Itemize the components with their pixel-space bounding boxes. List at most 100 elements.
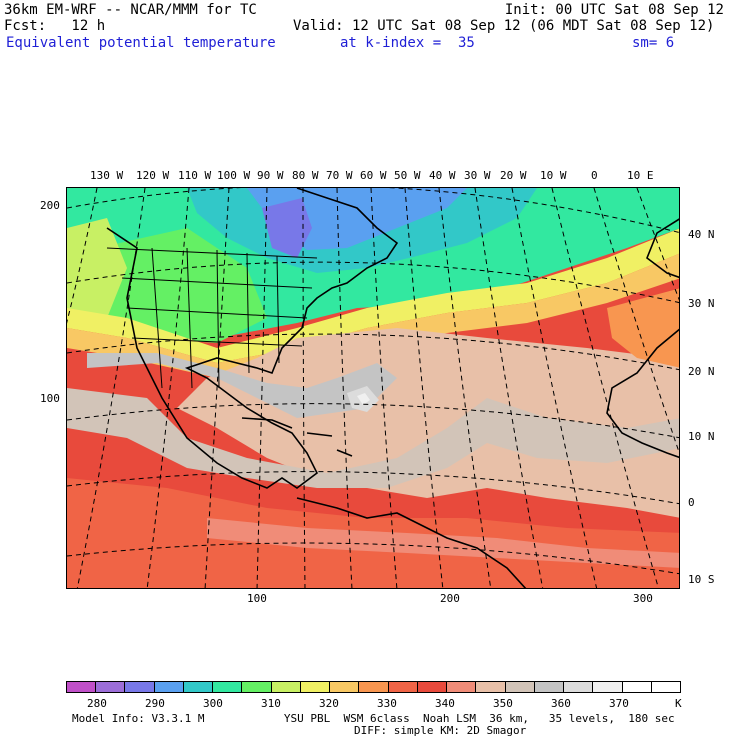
field-band-lightgreen	[97, 228, 267, 343]
colorbar-label: 300	[203, 697, 223, 710]
field-name: Equivalent potential temperature	[6, 35, 276, 51]
colorbar-label: 350	[493, 697, 513, 710]
colorbar-cell	[153, 681, 184, 693]
field-band-purple	[262, 198, 312, 258]
colorbar-label: 370	[609, 697, 629, 710]
colorbar	[66, 681, 681, 693]
lat-label: 40 N	[688, 228, 715, 241]
lon-label: 120 W	[136, 169, 170, 182]
lon-line	[204, 188, 230, 588]
smoothing-info: sm= 6	[632, 35, 675, 51]
colorbar-label: 290	[145, 697, 165, 710]
colorbar-cell	[475, 681, 506, 693]
south-america-coast	[296, 497, 527, 588]
colorbar-label: 280	[87, 697, 107, 710]
colorbar-cell	[621, 681, 652, 693]
lat-label: 20 N	[688, 365, 715, 378]
colorbar-cell	[66, 681, 97, 693]
colorbar-cell	[95, 681, 126, 693]
grid-label-left: 100	[40, 392, 60, 405]
colorbar-unit: K	[675, 697, 682, 710]
grid-label-bottom: 200	[440, 592, 460, 605]
coastlines	[106, 188, 679, 588]
lon-line	[474, 188, 544, 588]
lat-line	[67, 403, 679, 439]
colorbar-cell	[270, 681, 301, 693]
state-line	[276, 255, 280, 364]
state-line	[246, 252, 250, 374]
lat-line	[67, 261, 679, 304]
lon-line	[370, 188, 398, 588]
grid-label-bottom: 300	[633, 592, 653, 605]
state-line	[151, 247, 163, 389]
lon-label: 70 W	[326, 169, 353, 182]
lat-line	[67, 333, 679, 371]
lat-label: 30 N	[688, 297, 715, 310]
field-band-grey-2	[67, 388, 679, 488]
state-line	[186, 247, 193, 389]
lon-label: 110 W	[178, 169, 212, 182]
lon-line	[404, 188, 444, 588]
field-band-grey	[87, 353, 397, 418]
colorbar-cell	[182, 681, 214, 693]
state-line	[126, 307, 308, 319]
colorbar-cell	[592, 681, 623, 693]
africa-coast	[606, 328, 679, 459]
field-band-white	[357, 393, 370, 405]
lon-label: 10 E	[627, 169, 654, 182]
colorbar-cell	[650, 681, 681, 693]
lon-label: 20 W	[500, 169, 527, 182]
model-title: 36km EM-WRF -- NCAR/MMM for TC	[4, 2, 257, 18]
lon-line	[438, 188, 492, 588]
lat-label: 10 N	[688, 430, 715, 443]
field-band-orange-africa	[607, 288, 679, 368]
colorbar-cell	[241, 681, 272, 693]
colorbar-cell	[299, 681, 331, 693]
colorbar-label: 320	[319, 697, 339, 710]
lon-line	[511, 188, 598, 588]
lon-label: 60 W	[360, 169, 387, 182]
lat-line	[67, 471, 679, 505]
lon-label: 50 W	[394, 169, 421, 182]
colorbar-label: 360	[551, 697, 571, 710]
europe-coast	[646, 218, 679, 279]
state-line	[131, 337, 303, 347]
lon-line	[76, 188, 146, 588]
colorbar-label: 310	[261, 697, 281, 710]
colorbar-label: 340	[435, 697, 455, 710]
colorbar-cell	[533, 681, 565, 693]
state-line	[216, 249, 220, 389]
model-info: Model Info: V3.3.1 M YSU PBL WSM 6class …	[72, 712, 675, 725]
lon-label: 40 W	[429, 169, 456, 182]
grid-label-bottom: 100	[247, 592, 267, 605]
caribbean-islands	[241, 417, 353, 457]
lon-label: 90 W	[257, 169, 284, 182]
state-line	[106, 247, 318, 259]
init-time: Init: 00 UTC Sat 08 Sep 12	[504, 2, 724, 18]
grid-label-left: 200	[40, 199, 60, 212]
field-band-yellowgreen	[67, 218, 127, 318]
colorbar-cell	[358, 681, 389, 693]
lon-line	[336, 188, 353, 588]
colorbar-cell	[504, 681, 535, 693]
colorbar-cell	[124, 681, 155, 693]
lon-line	[67, 188, 98, 324]
north-america-coast	[106, 188, 399, 489]
graticule	[67, 188, 679, 588]
colorbar-cell	[563, 681, 594, 693]
lon-label: 10 W	[540, 169, 567, 182]
level-info: at k-index = 35	[340, 35, 475, 51]
forecast-hour: Fcst: 12 h	[4, 18, 106, 34]
lat-line	[67, 542, 679, 575]
lon-line	[593, 188, 679, 454]
lat-label: 0	[688, 496, 695, 509]
diffusion-info: DIFF: simple KM: 2D Smagor	[354, 724, 527, 737]
lon-line	[146, 188, 190, 588]
lon-line	[302, 188, 306, 588]
lon-label: 100 W	[217, 169, 251, 182]
lon-label: 130 W	[90, 169, 124, 182]
lon-line	[551, 188, 659, 588]
map-panel	[66, 187, 680, 589]
field-band-salmon-lower	[207, 518, 679, 568]
colorbar-cell	[329, 681, 360, 693]
